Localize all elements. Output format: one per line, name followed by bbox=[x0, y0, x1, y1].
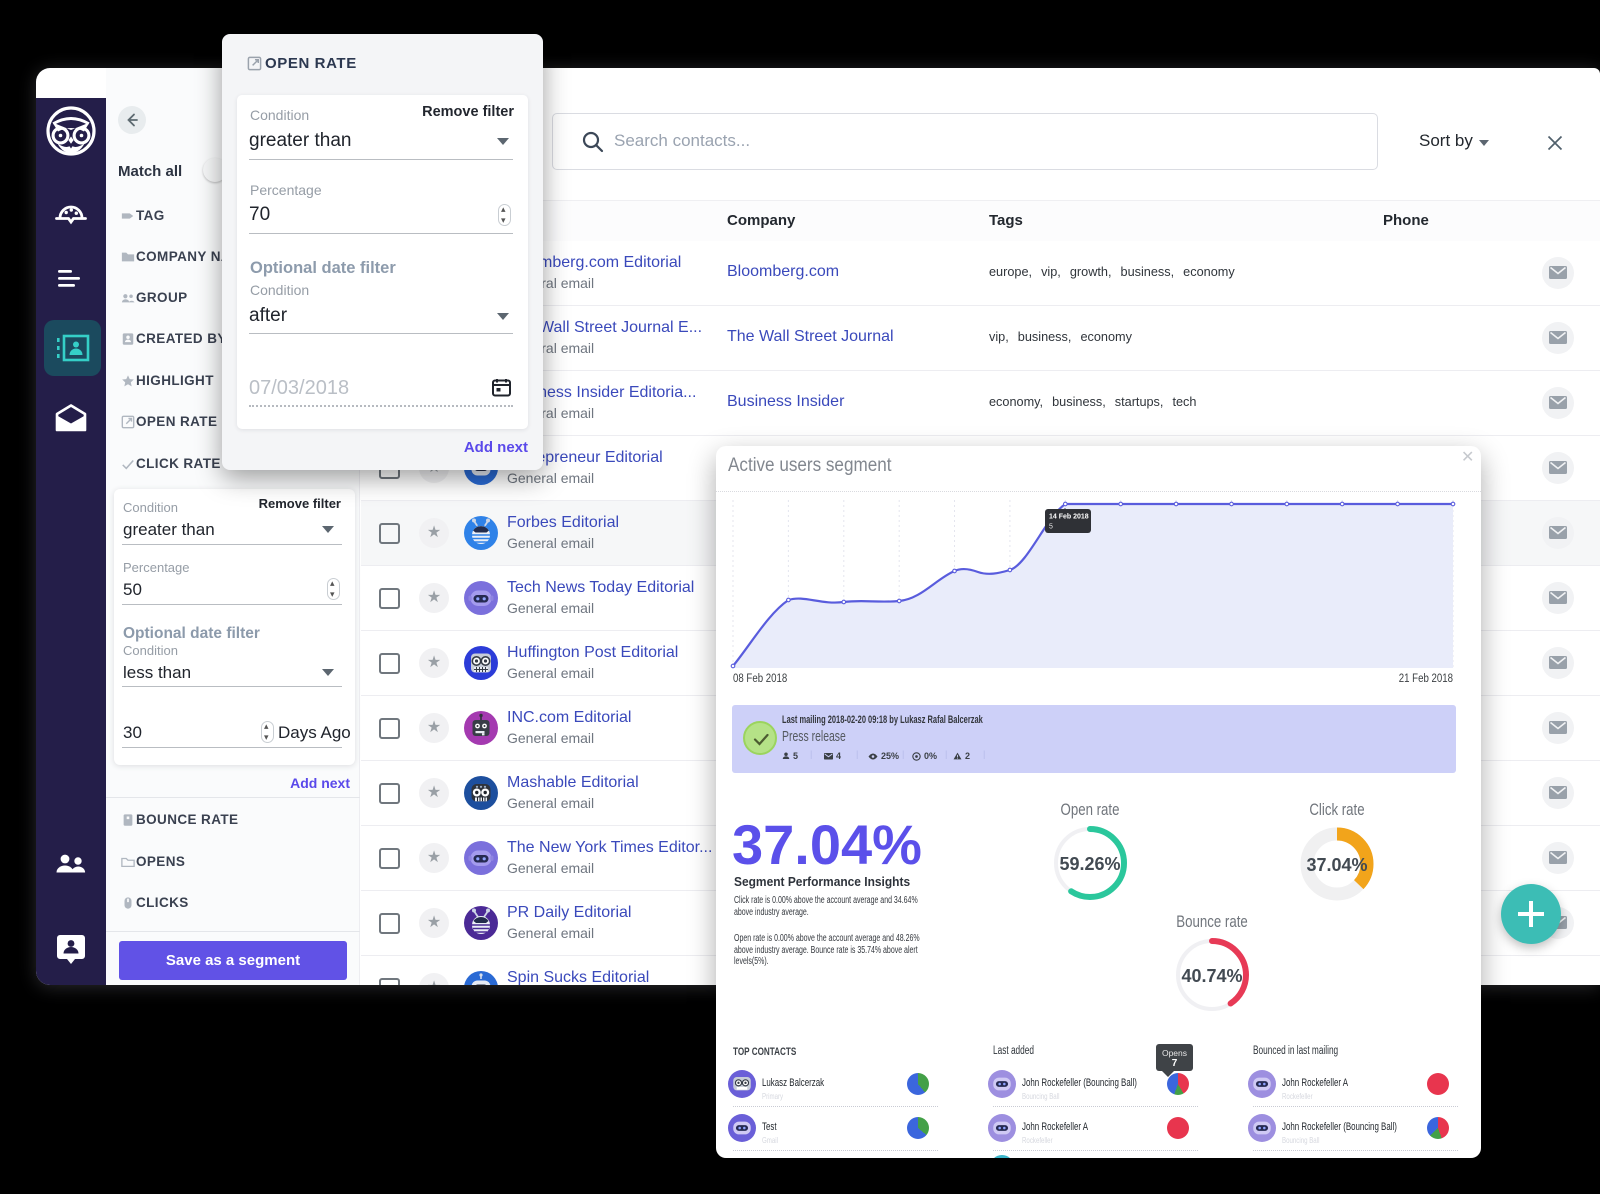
svg-text:37.04%: 37.04% bbox=[1306, 855, 1367, 875]
svg-text:14 Feb 2018: 14 Feb 2018 bbox=[1049, 514, 1089, 521]
svg-text:59.26%: 59.26% bbox=[1059, 854, 1120, 874]
svg-text:5: 5 bbox=[1049, 524, 1053, 531]
svg-text:40.74%: 40.74% bbox=[1181, 966, 1242, 986]
